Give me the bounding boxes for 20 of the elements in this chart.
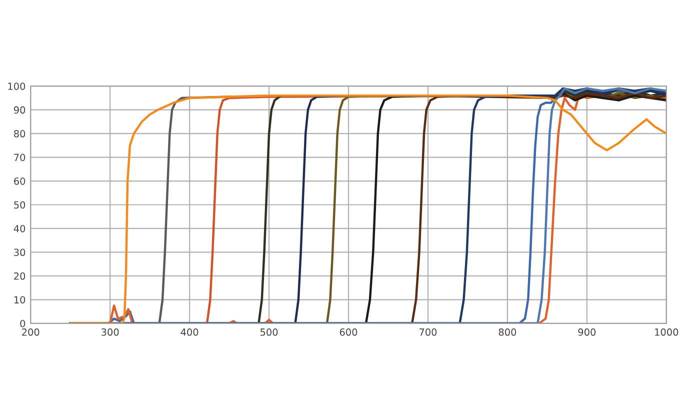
- y-tick-label: 50: [14, 201, 26, 209]
- x-tick-label: 700: [419, 328, 437, 336]
- x-tick-label: 500: [260, 328, 278, 336]
- y-tick-label: 30: [14, 248, 26, 256]
- x-tick-label: 800: [498, 328, 516, 336]
- y-tick-label: 70: [14, 154, 26, 162]
- y-tick-label: 40: [14, 224, 26, 232]
- x-tick-label: 300: [102, 328, 119, 336]
- y-tick-label: 10: [14, 296, 26, 304]
- x-tick-label: 200: [22, 328, 40, 336]
- y-tick-label: 20: [14, 272, 26, 280]
- y-tick-label: 0: [20, 320, 26, 328]
- y-tick-label: 90: [14, 106, 26, 114]
- x-tick-label: 1000: [655, 328, 678, 336]
- y-tick-label: 60: [14, 178, 26, 185]
- x-tick-label: 400: [180, 328, 198, 336]
- x-tick-label: 900: [578, 328, 596, 336]
- y-tick-label: 100: [8, 82, 26, 90]
- y-tick-label: 80: [14, 130, 26, 138]
- x-tick-label: 600: [340, 328, 358, 336]
